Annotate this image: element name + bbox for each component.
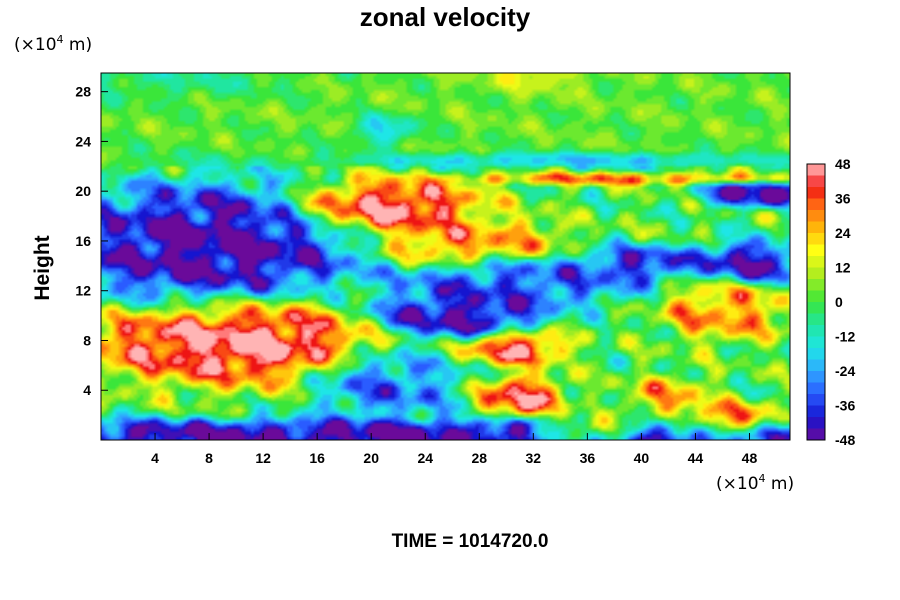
x-tick-label: 28 <box>471 450 487 466</box>
colorbar-swatch <box>807 348 825 360</box>
heatmap-image <box>101 73 790 440</box>
colorbar-swatch <box>807 267 825 280</box>
colorbar-swatch <box>807 417 825 429</box>
colorbar-swatch <box>807 382 825 395</box>
colorbar-swatch <box>807 210 825 222</box>
colorbar-tick-label: 0 <box>835 294 843 310</box>
y-tick-label: 12 <box>75 283 91 299</box>
x-tick-label: 40 <box>634 450 650 466</box>
colorbar-tick-label: 48 <box>835 156 851 172</box>
colorbar-swatch <box>807 290 825 303</box>
colorbar-swatch <box>807 325 825 337</box>
colorbar-swatch <box>807 198 825 211</box>
y-tick-label: 16 <box>75 233 91 249</box>
x-unit-label: (×104 m) <box>716 472 795 494</box>
colorbar-tick-label: -48 <box>835 432 855 448</box>
x-tick-label: 20 <box>363 450 379 466</box>
colorbar: 48 36 24 12 0 -12 -24 -36 -48 <box>806 156 855 448</box>
x-tick-label: 12 <box>255 450 271 466</box>
plot-frame <box>100 72 791 441</box>
y-tick-label: 20 <box>75 183 91 199</box>
colorbar-swatch <box>807 405 825 418</box>
colorbar-tick-label: -12 <box>835 329 855 345</box>
colorbar-swatch <box>807 313 825 326</box>
y-tick-label: 8 <box>83 332 91 348</box>
colorbar-swatch <box>807 428 825 441</box>
y-tick-label: 28 <box>75 84 91 100</box>
x-tick-label: 48 <box>742 450 758 466</box>
y-tick-label: 24 <box>75 133 91 149</box>
y-tick-label: 4 <box>83 382 91 398</box>
colorbar-tick-label: -36 <box>835 398 855 414</box>
x-tick-label: 8 <box>205 450 213 466</box>
colorbar-swatch <box>807 233 825 245</box>
colorbar-swatch <box>807 164 825 176</box>
x-tick-label: 24 <box>417 450 433 466</box>
colorbar-swatch <box>807 359 825 372</box>
x-axis: 4 8 12 16 20 24 28 32 36 40 44 48 <box>151 433 757 466</box>
x-tick-label: 4 <box>151 450 159 466</box>
colorbar-tick-label: -24 <box>835 363 855 379</box>
colorbar-tick-label: 36 <box>835 191 851 207</box>
colorbar-swatch <box>807 187 825 199</box>
colorbar-swatch <box>807 256 825 268</box>
x-tick-label: 44 <box>688 450 704 466</box>
chart-title: zonal velocity <box>359 2 531 32</box>
colorbar-tick-label: 24 <box>835 225 851 241</box>
colorbar-swatch <box>807 279 825 291</box>
colorbar-swatch <box>807 244 825 257</box>
colorbar-swatch <box>807 371 825 383</box>
y-axis: 4 8 12 16 20 24 28 <box>75 84 108 398</box>
x-tick-label: 32 <box>526 450 542 466</box>
x-tick-label: 16 <box>309 450 325 466</box>
colorbar-frame <box>806 163 826 441</box>
heatmap-field <box>101 73 790 440</box>
colorbar-swatch <box>807 336 825 349</box>
colorbar-swatch <box>807 175 825 188</box>
colorbar-swatch <box>807 394 825 406</box>
colorbar-swatch <box>807 302 825 314</box>
x-tick-label: 36 <box>580 450 596 466</box>
time-label: TIME = 1014720.0 <box>391 531 549 552</box>
colorbar-tick-label: 12 <box>835 260 851 276</box>
colorbar-swatch <box>807 221 825 234</box>
y-unit-label: (×104 m) <box>14 33 93 55</box>
